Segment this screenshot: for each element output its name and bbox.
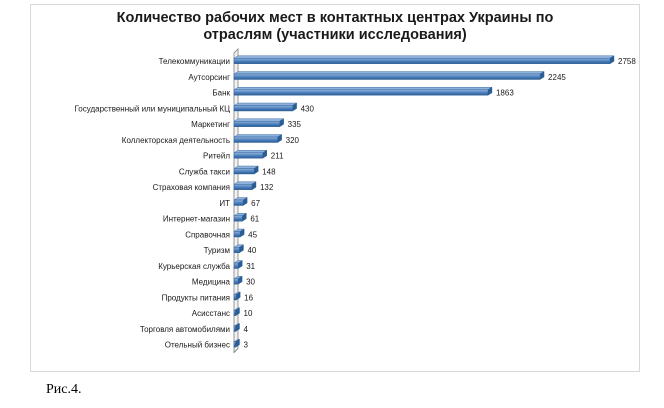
- value-label: 16: [244, 293, 253, 302]
- category-label: Справочная: [185, 230, 230, 239]
- bar-top-face: [233, 87, 493, 90]
- value-label: 67: [251, 199, 260, 208]
- value-label: 148: [262, 167, 276, 176]
- chart-title-line-2: отраслям (участники исследования): [203, 27, 467, 43]
- value-label: 430: [301, 104, 315, 113]
- value-label: 45: [248, 230, 257, 239]
- value-label: 40: [247, 246, 256, 255]
- value-label: 2758: [618, 57, 636, 66]
- bar: [233, 199, 244, 206]
- category-label: Интернет-магазин: [163, 215, 230, 224]
- bar: [233, 58, 611, 64]
- category-label: Служба такси: [179, 167, 230, 176]
- value-label: 132: [260, 183, 274, 192]
- bar: [233, 168, 255, 175]
- category-label: Торговля автомобилями: [140, 325, 230, 334]
- value-label: 31: [246, 262, 255, 271]
- value-label: 211: [271, 152, 284, 161]
- category-label: Маркетинг: [191, 120, 230, 129]
- category-label: Ритейл: [203, 152, 230, 161]
- bar: [233, 341, 236, 348]
- bar: [233, 136, 278, 143]
- bar-top-face: [233, 150, 268, 153]
- bar: [233, 152, 263, 159]
- category-label: Страховая компания: [153, 183, 230, 192]
- bar: [233, 121, 280, 127]
- value-label: 30: [246, 278, 255, 287]
- value-label: 61: [250, 215, 259, 224]
- category-label: Продукты питания: [162, 293, 230, 302]
- value-label: 4: [244, 325, 249, 334]
- category-label: ИТ: [219, 199, 230, 208]
- value-label: 320: [286, 136, 300, 145]
- value-label: 10: [244, 309, 253, 318]
- bar: [233, 247, 240, 253]
- chart-title: Количество рабочих мест в контактных цен…: [30, 10, 640, 44]
- bar: [233, 278, 239, 285]
- category-label: Телекоммуникации: [159, 57, 230, 66]
- bar: [233, 310, 236, 316]
- bar: [233, 73, 541, 80]
- category-label: Банк: [212, 89, 230, 98]
- value-label: 2245: [548, 73, 566, 82]
- value-label: 1863: [496, 89, 514, 98]
- chart-title-line-1: Количество рабочих мест в контактных цен…: [116, 10, 554, 26]
- category-label: Аутсорсинг: [188, 73, 230, 82]
- value-label: 335: [288, 120, 302, 129]
- bar-top-face: [233, 55, 615, 59]
- category-label: Асисстанс: [192, 309, 230, 318]
- bar: [233, 294, 237, 301]
- value-label: 3: [244, 341, 249, 350]
- axis-floor-edge: [233, 348, 239, 353]
- category-label: Коллекторская деятельность: [122, 136, 230, 145]
- bar: [233, 231, 241, 238]
- bar: [233, 325, 236, 332]
- category-label: Курьерская служба: [158, 262, 230, 271]
- bar-top-face: [233, 118, 285, 122]
- bar-top-face: [233, 134, 283, 138]
- bar: [233, 105, 293, 112]
- chart-frame: [30, 4, 640, 372]
- bar: [233, 215, 243, 222]
- category-label: Медицина: [192, 278, 231, 287]
- bar: [233, 262, 239, 269]
- category-label: Отельный бизнес: [165, 341, 230, 350]
- category-label: Государственный или муниципальный КЦ: [74, 104, 230, 113]
- bar-top-face: [233, 102, 298, 106]
- bar: [233, 184, 253, 190]
- bar: [233, 89, 489, 96]
- bar-top-face: [233, 71, 545, 75]
- category-label: Туризм: [204, 246, 230, 255]
- figure-caption: Рис.4.: [46, 382, 82, 397]
